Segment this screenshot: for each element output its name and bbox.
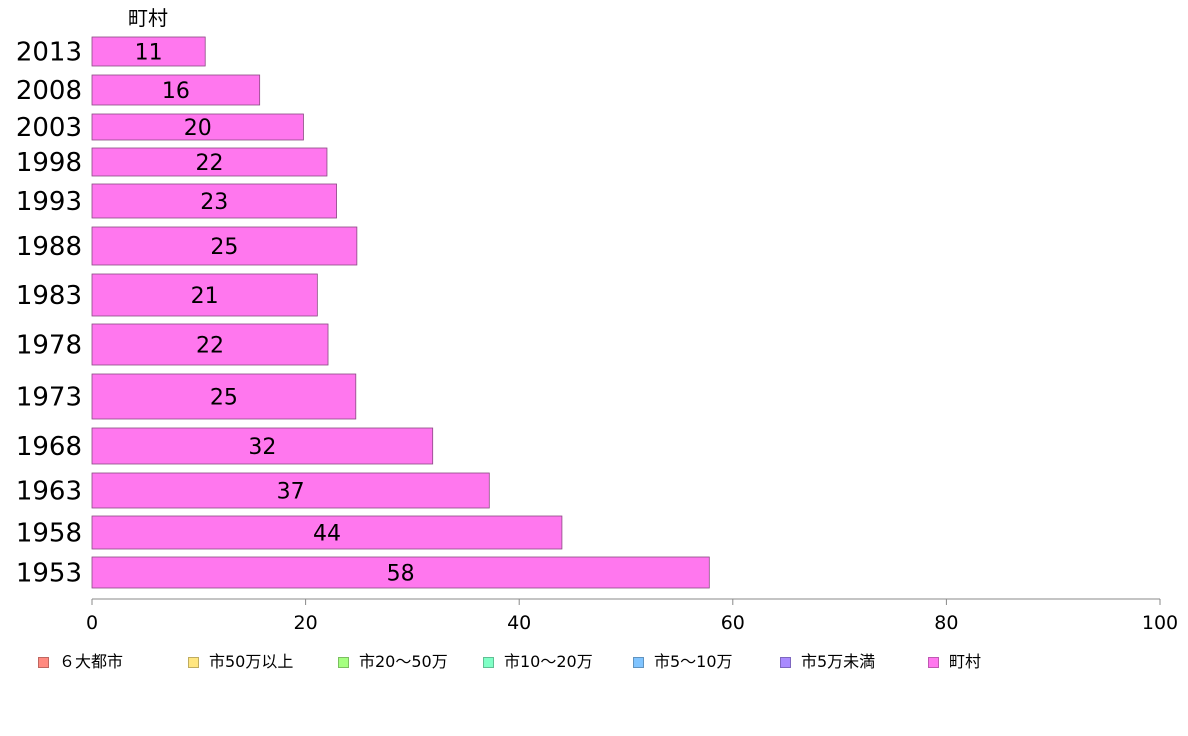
category-label-1973: 1973 <box>16 383 82 413</box>
legend-swatch <box>38 656 49 668</box>
data-label-1998: 22 <box>195 151 223 176</box>
bar-1998 <box>91 147 328 177</box>
data-label-1978: 22 <box>196 334 224 359</box>
data-label-1968: 32 <box>248 435 276 460</box>
x-tick-label-80: 80 <box>934 612 958 634</box>
category-label-1963: 1963 <box>16 477 82 507</box>
category-label-1968: 1968 <box>16 432 82 462</box>
bar-2013 <box>91 36 206 67</box>
legend-item-1: 市50万以上 <box>188 652 293 672</box>
category-label-2013: 2013 <box>16 38 82 68</box>
legend-item-3: 市10〜20万 <box>483 652 593 672</box>
data-label-1958: 44 <box>313 522 341 547</box>
bar-1953 <box>91 556 710 589</box>
data-label-2008: 16 <box>162 79 190 104</box>
bar-1978 <box>91 323 329 366</box>
data-label-1973: 25 <box>210 386 238 411</box>
legend-item-0: ６大都市 <box>38 652 123 672</box>
legend-swatch <box>188 656 199 668</box>
bar-1983 <box>91 273 318 317</box>
legend-label: 市20〜50万 <box>359 652 448 671</box>
bar-1968 <box>91 427 434 465</box>
bars-group: 2013 11 2008 16 2003 20 1998 22 1993 23 1988 25 1983… <box>16 36 710 589</box>
bar-1958 <box>91 515 563 550</box>
legend-item-4: 市5〜10万 <box>633 652 733 672</box>
legend-swatch <box>633 656 644 668</box>
category-label-1978: 1978 <box>16 331 82 361</box>
legend-swatch <box>338 656 349 668</box>
legend-item-5: 市5万未満 <box>780 652 875 672</box>
category-label-1993: 1993 <box>16 187 82 217</box>
legend-label: 市5万未満 <box>801 652 876 671</box>
legend-item-6: 町村 <box>928 652 981 672</box>
data-label-1953: 58 <box>387 562 415 587</box>
category-label-1953: 1953 <box>16 559 82 589</box>
legend-swatch <box>928 656 939 668</box>
legend-label: 市50万以上 <box>209 652 294 671</box>
x-tick-label-20: 20 <box>294 612 318 634</box>
data-label-2013: 11 <box>135 41 163 66</box>
x-tick-label-40: 40 <box>507 612 531 634</box>
category-label-1983: 1983 <box>16 281 82 311</box>
x-tick-label-60: 60 <box>721 612 745 634</box>
x-axis: 0 20 40 60 80 100 <box>86 598 1178 634</box>
data-label-1988: 25 <box>210 235 238 260</box>
data-label-2003: 20 <box>184 116 212 141</box>
legend-label: 町村 <box>949 652 982 671</box>
x-tick-label-0: 0 <box>86 612 98 634</box>
bar-1973 <box>91 373 357 420</box>
legend-item-2: 市20〜50万 <box>338 652 448 672</box>
bar-1988 <box>91 226 358 266</box>
bar-2003 <box>91 113 304 141</box>
legend-swatch <box>483 656 494 668</box>
bar-2008 <box>91 74 261 106</box>
category-label-2003: 2003 <box>16 113 82 143</box>
legend-label: 市10〜20万 <box>504 652 593 671</box>
legend-swatch <box>780 656 791 668</box>
category-label-2008: 2008 <box>16 76 82 106</box>
bar-1993 <box>91 183 337 219</box>
legend: ６大都市 市50万以上 市20〜50万 市10〜20万 市5〜10万 市5万未満 町村 <box>38 652 1138 674</box>
series-header-label: 町村 <box>128 6 168 30</box>
legend-label: ６大都市 <box>59 652 124 671</box>
category-label-1988: 1988 <box>16 232 82 262</box>
data-label-1963: 37 <box>277 480 305 505</box>
data-label-1993: 23 <box>200 190 228 215</box>
category-label-1958: 1958 <box>16 519 82 549</box>
data-label-1983: 21 <box>191 284 219 309</box>
category-label-1998: 1998 <box>16 148 82 178</box>
x-tick-label-100: 100 <box>1142 612 1178 634</box>
bar-1963 <box>91 472 490 509</box>
legend-label: 市5〜10万 <box>654 652 733 671</box>
